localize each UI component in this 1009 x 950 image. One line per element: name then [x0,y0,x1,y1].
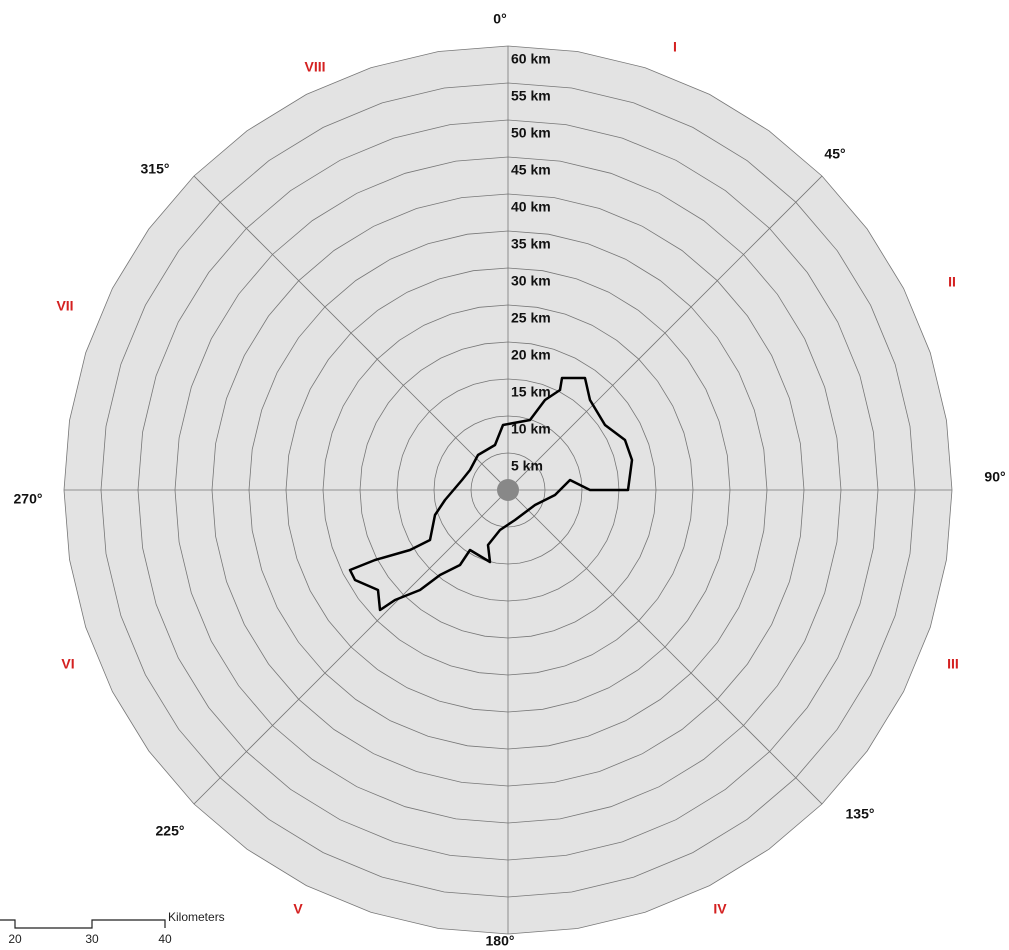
bearing-label: 135° [846,806,875,822]
sector-label: VII [56,298,73,314]
ring-label: 35 km [511,236,551,252]
sector-label: I [673,39,677,55]
scale-unit: Kilometers [168,910,225,924]
bearing-label: 270° [14,491,43,507]
sector-label: IV [713,901,727,917]
ring-label: 30 km [511,273,551,289]
ring-label: 55 km [511,88,551,104]
scale-bar-line [0,919,166,929]
bearing-label: 90° [984,469,1005,485]
labels: 5 km 10 km 15 km 20 km 25 km 30 km 35 km 40 km 4… [14,11,1006,949]
sector-label: VIII [304,59,325,75]
bearing-label: 180° [486,933,515,949]
sector-label: V [293,901,303,917]
district-boundary [348,376,634,612]
ring-label: 20 km [511,347,551,363]
bearing-label: 45° [824,146,845,162]
ring-label: 15 km [511,384,551,400]
ring-label: 45 km [511,162,551,178]
ring-label: 10 km [511,421,551,437]
sector-label: III [947,656,959,672]
bearing-label: 0° [493,11,506,27]
ring-label: 5 km [511,458,543,474]
sector-label: VI [61,656,74,672]
scale-tick-label: 40 [158,932,172,946]
center-point [497,479,519,501]
bearing-label: 315° [141,161,170,177]
sector-label: II [948,274,956,290]
ring-label: 25 km [511,310,551,326]
ring-label: 60 km [511,51,551,67]
scale-tick-label: 30 [85,932,99,946]
ring-label: 40 km [511,199,551,215]
ring-label: 50 km [511,125,551,141]
scale-tick-label: 20 [8,932,22,946]
bearing-label: 225° [156,823,185,839]
scale-bar: 20 30 40 Kilometers [0,910,225,946]
